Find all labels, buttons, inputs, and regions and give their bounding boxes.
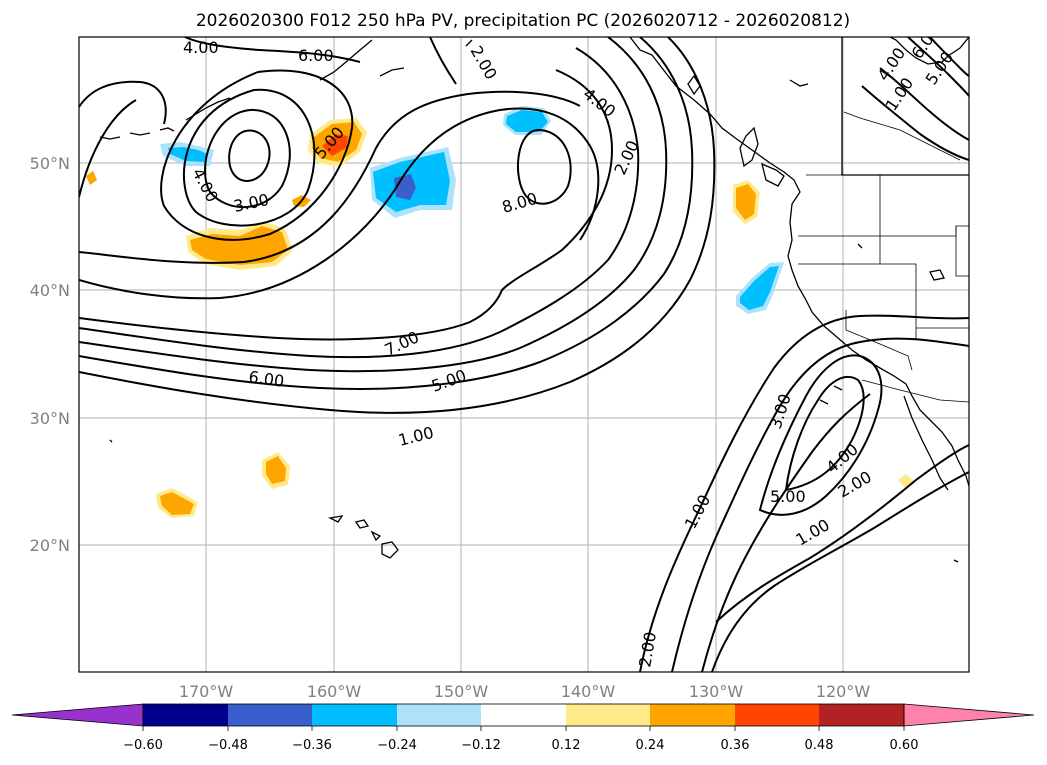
colorbar-tick-label: 0.48 [805, 738, 834, 753]
graticule [79, 37, 969, 672]
precip-negative-patch [168, 147, 208, 162]
colorbar-tick-label: −0.24 [377, 738, 417, 753]
map-title: 2026020300 F012 250 hPa PV, precipitatio… [196, 11, 850, 31]
colorbar-swatch [143, 704, 228, 726]
precip-positive-patch [736, 184, 756, 220]
pv-contours [79, 37, 969, 672]
lon-label-160w: 160°W [307, 682, 362, 701]
lat-label-20n: 20°N [30, 536, 70, 555]
precip-strong-patch [322, 134, 348, 156]
lon-label-120w: 120°W [816, 682, 871, 701]
colorbar-tick-label: 0.24 [636, 738, 665, 753]
precip-negative-patch [506, 110, 548, 132]
precip-negative-patch [740, 266, 779, 310]
lat-label-30n: 30°N [30, 409, 70, 428]
contour-label: 4.00 [183, 38, 219, 57]
contour-label: 5.00 [770, 487, 806, 506]
contour-label: 6.00 [298, 46, 334, 65]
map-frame [78, 36, 970, 673]
lon-label-170w: 170°W [179, 682, 234, 701]
colorbar-tick-label: −0.60 [123, 738, 163, 753]
colorbar-tick-label: −0.48 [208, 738, 248, 753]
colorbar-swatch [312, 704, 397, 726]
contour-label: 6.00 [247, 367, 285, 391]
precipitation-shading [86, 106, 914, 518]
colorbar-tick-label: 0.12 [552, 738, 581, 753]
colorbar-swatch [650, 704, 735, 726]
precip-positive-patch [266, 456, 286, 484]
colorbar-swatch [397, 704, 481, 726]
colorbar-swatch [228, 704, 312, 726]
colorbar: −0.60 −0.48 −0.36 −0.24 −0.12 0.12 0.24 … [11, 703, 1035, 753]
colorbar-tick-label: −0.36 [292, 738, 332, 753]
precip-positive-patch [160, 492, 194, 515]
map-area: 4.00 6.00 2.00 4.00 3.00 4.00 5.00 8.00 … [79, 37, 969, 672]
colorbar-swatch [481, 704, 566, 726]
lat-label-40n: 40°N [30, 281, 70, 300]
colorbar-extend-max [903, 703, 1035, 727]
colorbar-tick-label: −0.12 [461, 738, 501, 753]
longitude-labels: 170°W 160°W 150°W 140°W 130°W 120°W [179, 682, 871, 701]
colorbar-extend-min [11, 703, 144, 727]
colorbar-swatch [566, 704, 650, 726]
colorbar-swatch [819, 704, 904, 726]
colorbar-swatch [735, 704, 819, 726]
borders [798, 111, 969, 403]
lon-label-130w: 130°W [689, 682, 744, 701]
lon-label-140w: 140°W [561, 682, 616, 701]
lat-label-50n: 50°N [30, 154, 70, 173]
precip-positive-patch [86, 171, 97, 185]
lon-label-150w: 150°W [434, 682, 489, 701]
precip-positive-patch [898, 474, 914, 489]
colorbar-tick-label: 0.36 [721, 738, 750, 753]
latitude-labels: 50°N 40°N 30°N 20°N [30, 154, 70, 555]
colorbar-tick-label: 0.60 [890, 738, 919, 753]
